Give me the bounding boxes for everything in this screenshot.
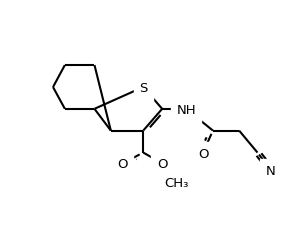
Text: NH: NH <box>176 104 196 117</box>
Text: O: O <box>198 148 208 161</box>
Text: S: S <box>139 82 147 95</box>
Text: O: O <box>157 158 168 171</box>
Text: CH₃: CH₃ <box>164 177 188 190</box>
Text: O: O <box>117 158 128 171</box>
Text: N: N <box>266 165 276 178</box>
